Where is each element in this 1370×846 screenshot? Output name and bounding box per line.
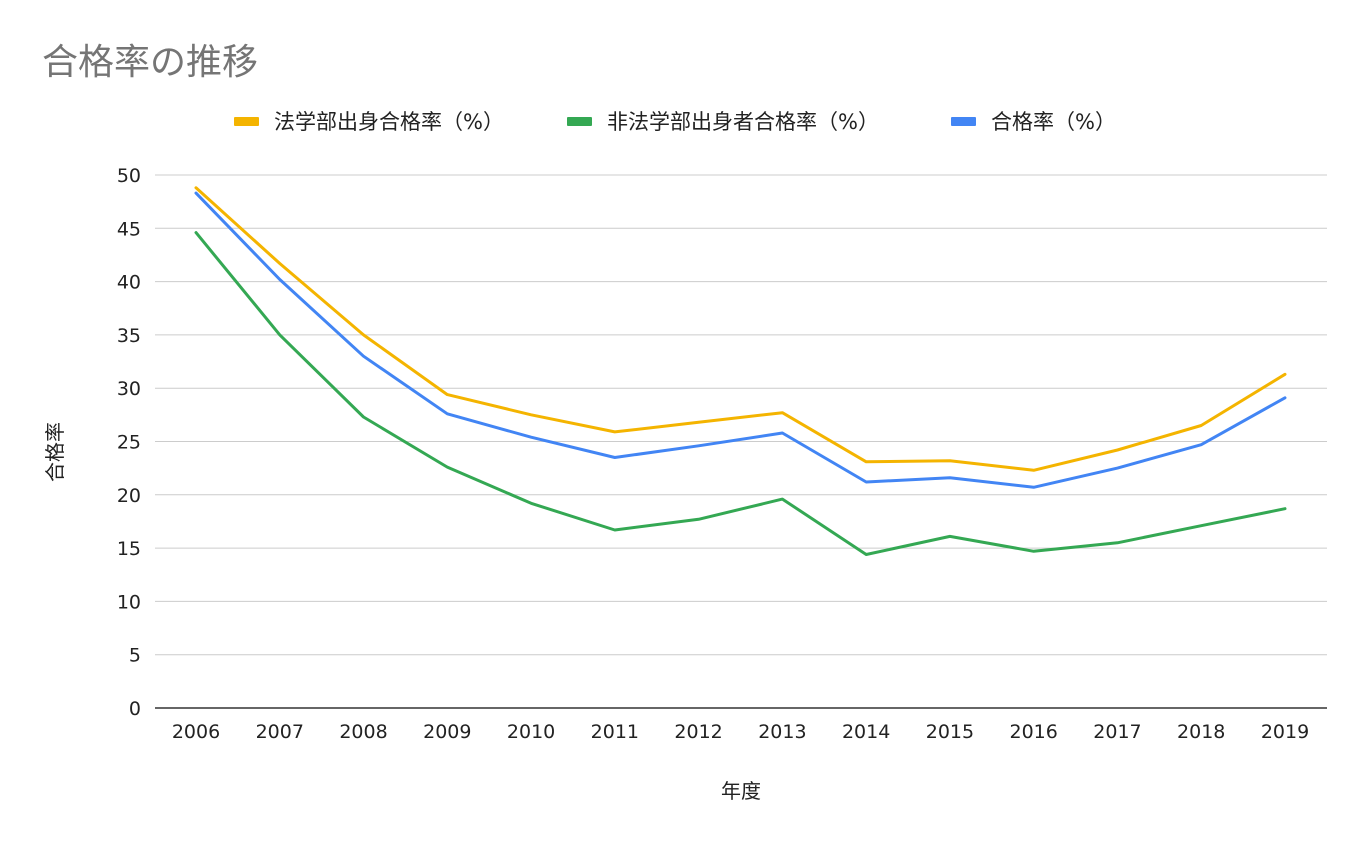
gridlines xyxy=(155,174,1327,709)
series-lines xyxy=(194,186,1287,556)
legend-swatch xyxy=(567,117,592,126)
legend-label: 非法学部出身者合格率（%） xyxy=(607,110,879,134)
y-tick-label: 5 xyxy=(129,645,141,667)
x-tick-label: 2007 xyxy=(256,721,304,743)
x-tick-label: 2012 xyxy=(674,721,722,743)
x-tick-label: 2008 xyxy=(339,721,387,743)
legend-label: 法学部出身合格率（%） xyxy=(274,110,504,134)
legend-label: 合格率（%） xyxy=(991,110,1116,134)
x-tick-label: 2009 xyxy=(423,721,471,743)
x-tick-label: 2014 xyxy=(842,721,890,743)
series-line-3 xyxy=(194,191,1287,489)
chart-title: 合格率の推移 xyxy=(42,42,258,83)
series-line-2 xyxy=(194,231,1287,556)
y-tick-label: 35 xyxy=(117,325,141,347)
y-tick-label: 45 xyxy=(117,218,141,240)
x-axis-title: 年度 xyxy=(721,779,761,803)
legend-swatch xyxy=(951,117,976,126)
x-tick-label: 2016 xyxy=(1010,721,1058,743)
y-tick-label: 20 xyxy=(117,485,141,507)
y-tick-label: 25 xyxy=(117,432,141,454)
x-axis-tick-labels: 2006 2007 2008 2009 2010 2011 2012 2013 2014 2015… xyxy=(172,721,1309,743)
y-axis-tick-labels: 0 5 10 15 20 25 30 35 40 45 50 xyxy=(117,165,141,720)
x-tick-label: 2013 xyxy=(758,721,806,743)
x-tick-label: 2017 xyxy=(1093,721,1141,743)
legend: 法学部出身合格率（%） 非法学部出身者合格率（%） 合格率（%） xyxy=(234,110,1116,134)
x-tick-label: 2011 xyxy=(591,721,639,743)
series-line-1 xyxy=(194,186,1287,472)
x-tick-label: 2010 xyxy=(507,721,555,743)
x-tick-label: 2019 xyxy=(1261,721,1309,743)
y-axis-title: 合格率 xyxy=(43,422,67,482)
y-tick-label: 30 xyxy=(117,378,141,400)
y-tick-label: 50 xyxy=(117,165,141,187)
x-tick-label: 2018 xyxy=(1177,721,1225,743)
y-tick-label: 40 xyxy=(117,272,141,294)
legend-swatch xyxy=(234,117,259,126)
y-tick-label: 10 xyxy=(117,591,141,613)
x-tick-label: 2006 xyxy=(172,721,220,743)
y-tick-label: 15 xyxy=(117,538,141,560)
y-tick-label: 0 xyxy=(129,698,141,720)
x-tick-label: 2015 xyxy=(926,721,974,743)
